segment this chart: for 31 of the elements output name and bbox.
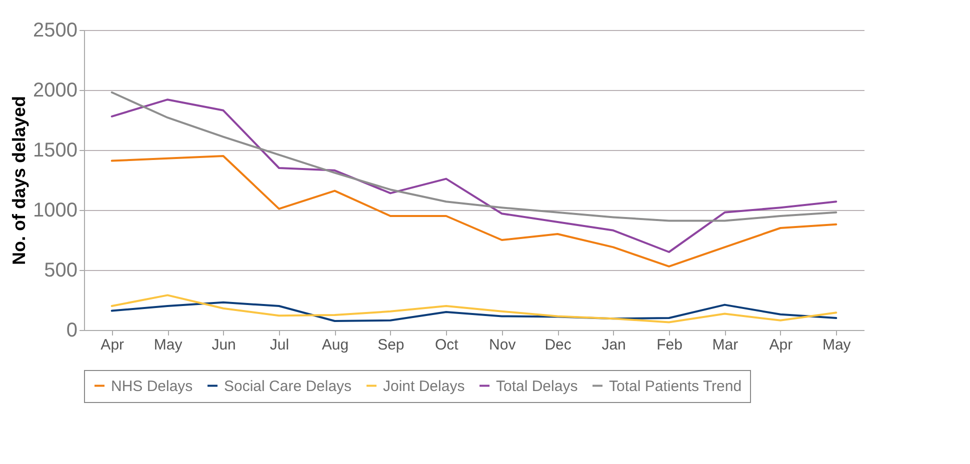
x-tick-label: Jun — [212, 336, 236, 354]
y-tick-label: 1000 — [33, 200, 78, 222]
y-tick-label: 0 — [66, 320, 78, 342]
x-tick-label: Jan — [602, 336, 626, 354]
x-tick-label: Nov — [489, 336, 516, 354]
legend-label: Social Care Delays — [224, 378, 352, 395]
x-tick-label: May — [822, 336, 852, 354]
x-tick-label: Mar — [712, 336, 738, 354]
legend-label: Total Patients Trend — [609, 378, 742, 395]
y-tick-label: 1500 — [33, 140, 78, 162]
y-tick-label: 2000 — [33, 80, 78, 102]
y-axis-title: No. of days delayed — [9, 96, 30, 266]
x-tick-label: Apr — [100, 336, 124, 354]
x-tick-label: Sep — [378, 336, 404, 354]
x-tick-label: Feb — [656, 336, 682, 354]
line-series — [110, 155, 838, 268]
x-tick-label: Jul — [270, 336, 290, 354]
line-series — [110, 98, 838, 253]
x-tick-label: May — [154, 336, 183, 354]
line-series — [110, 91, 838, 222]
line-series — [110, 301, 838, 322]
x-tick-label: Apr — [769, 336, 793, 354]
legend-label: NHS Delays — [111, 378, 193, 395]
line-series — [110, 294, 838, 324]
legend-label: Total Delays — [496, 378, 578, 395]
x-tick-label: Aug — [322, 336, 349, 354]
x-tick-label: Oct — [434, 336, 460, 354]
y-tick-label: 2500 — [33, 20, 78, 42]
legend-label: Joint Delays — [383, 378, 465, 395]
y-tick-label: 500 — [44, 260, 78, 282]
x-tick-label: Dec — [544, 336, 572, 354]
